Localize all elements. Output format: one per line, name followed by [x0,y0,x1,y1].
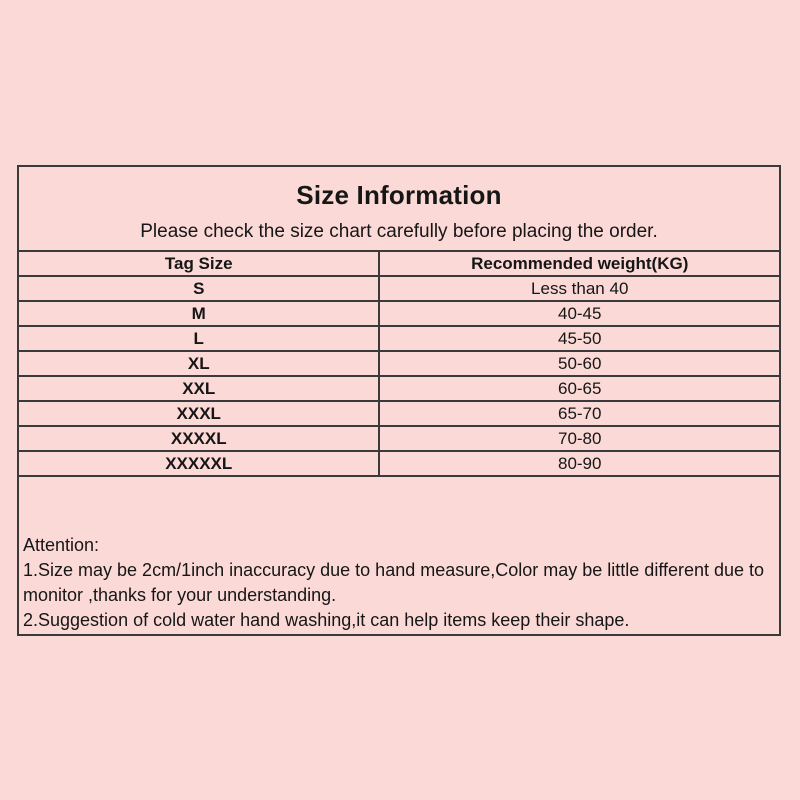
page-title: Size Information [296,180,502,210]
weight-cell: 60-65 [378,375,779,402]
weight-cell: 65-70 [378,400,779,427]
column-header-weight: Recommended weight(KG) [378,250,779,277]
table-row: XXL 60-65 [19,375,779,402]
size-chart-panel: Size Information Please check the size c… [17,165,781,636]
weight-cell: 80-90 [378,450,779,477]
attention-section: Attention: 1.Size may be 2cm/1inch inacc… [19,533,779,634]
size-cell: M [19,300,381,327]
size-cell: XXL [19,375,381,402]
size-table: Tag Size Recommended weight(KG) S Less t… [19,250,779,477]
table-header-row: Tag Size Recommended weight(KG) [19,250,779,277]
attention-heading: Attention: [23,535,100,555]
weight-cell: 50-60 [378,350,779,377]
weight-cell: Less than 40 [378,275,779,302]
attention-note-2: 2.Suggestion of cold water hand washing,… [23,610,630,630]
title-section: Size Information Please check the size c… [19,167,779,250]
table-row: XL 50-60 [19,350,779,377]
size-cell: XXXXXL [19,450,381,477]
weight-cell: 45-50 [378,325,779,352]
table-row: XXXXL 70-80 [19,425,779,452]
table-row: M 40-45 [19,300,779,327]
size-cell: L [19,325,381,352]
size-cell: XXXXL [19,425,381,452]
weight-cell: 40-45 [378,300,779,327]
table-row: S Less than 40 [19,275,779,302]
size-cell: XXXL [19,400,381,427]
size-cell: XL [19,350,381,377]
weight-cell: 70-80 [378,425,779,452]
table-row: L 45-50 [19,325,779,352]
attention-note-1: 1.Size may be 2cm/1inch inaccuracy due t… [23,560,765,605]
column-header-tag-size: Tag Size [19,250,381,277]
table-row: XXXL 65-70 [19,400,779,427]
table-row: XXXXXL 80-90 [19,450,779,477]
subtitle: Please check the size chart carefully be… [140,221,658,242]
size-cell: S [19,275,381,302]
